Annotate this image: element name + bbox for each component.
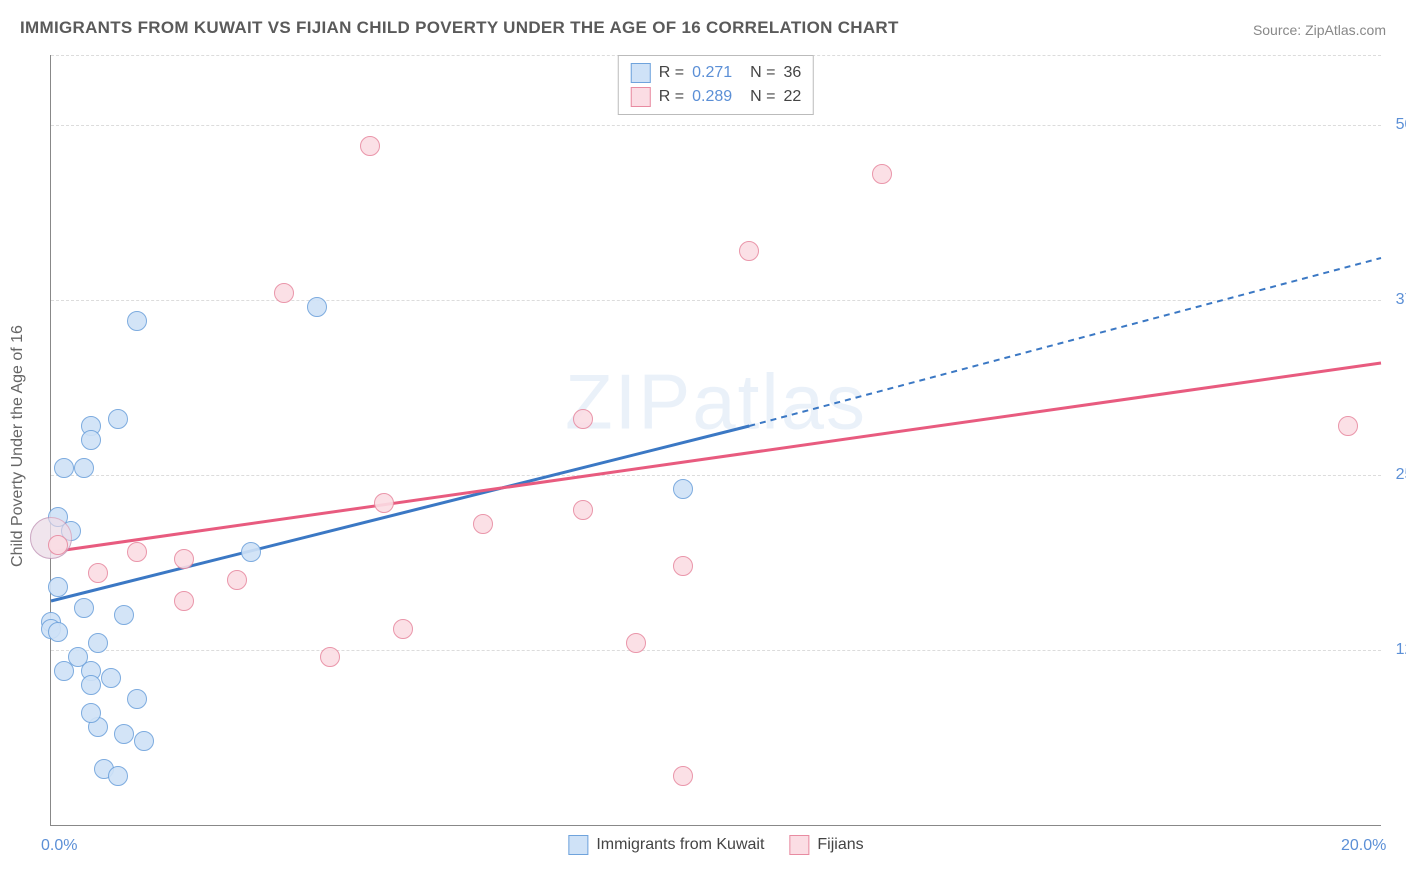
r-label: R = xyxy=(659,64,684,82)
y-tick-label: 25.0% xyxy=(1386,466,1406,484)
data-point-kuwait xyxy=(108,766,128,786)
data-point-fijians xyxy=(673,766,693,786)
data-point-kuwait xyxy=(68,647,88,667)
y-tick-label: 37.5% xyxy=(1386,291,1406,309)
swatch-fijians xyxy=(789,835,809,855)
legend-label-fijians: Fijians xyxy=(817,836,863,854)
n-value-fijians: 22 xyxy=(783,88,801,106)
n-value-kuwait: 36 xyxy=(783,64,801,82)
data-point-kuwait xyxy=(74,598,94,618)
data-point-kuwait xyxy=(114,605,134,625)
data-point-kuwait xyxy=(74,458,94,478)
gridline xyxy=(51,650,1381,651)
x-tick-label: 0.0% xyxy=(41,837,77,855)
trendline-fijians xyxy=(51,363,1381,552)
data-point-kuwait xyxy=(101,668,121,688)
data-point-kuwait xyxy=(241,542,261,562)
series-legend: Immigrants from Kuwait Fijians xyxy=(568,835,863,855)
data-point-kuwait xyxy=(114,724,134,744)
stats-row-kuwait: R = 0.271 N = 36 xyxy=(631,61,801,85)
r-value-kuwait: 0.271 xyxy=(692,64,742,82)
data-point-fijians xyxy=(374,493,394,513)
data-point-kuwait xyxy=(127,689,147,709)
data-point-fijians xyxy=(320,647,340,667)
data-point-fijians xyxy=(739,241,759,261)
swatch-kuwait xyxy=(568,835,588,855)
y-tick-label: 50.0% xyxy=(1386,116,1406,134)
data-point-kuwait xyxy=(54,458,74,478)
data-point-fijians xyxy=(227,570,247,590)
data-point-kuwait xyxy=(81,430,101,450)
data-point-kuwait xyxy=(127,311,147,331)
data-point-fijians xyxy=(48,535,68,555)
legend-label-kuwait: Immigrants from Kuwait xyxy=(596,836,764,854)
data-point-fijians xyxy=(573,500,593,520)
plot-area: ZIPatlas 12.5%25.0%37.5%50.0% R = 0.271 … xyxy=(50,55,1381,826)
swatch-fijians xyxy=(631,87,651,107)
n-label: N = xyxy=(750,64,775,82)
legend-item-fijians: Fijians xyxy=(789,835,863,855)
data-point-kuwait xyxy=(108,409,128,429)
data-point-kuwait xyxy=(81,703,101,723)
y-tick-label: 12.5% xyxy=(1386,641,1406,659)
n-label: N = xyxy=(750,88,775,106)
swatch-kuwait xyxy=(631,63,651,83)
data-point-kuwait xyxy=(673,479,693,499)
data-point-fijians xyxy=(573,409,593,429)
gridline xyxy=(51,475,1381,476)
gridline xyxy=(51,300,1381,301)
trendline-dash-kuwait xyxy=(749,258,1381,426)
data-point-fijians xyxy=(360,136,380,156)
data-point-kuwait xyxy=(88,633,108,653)
data-point-fijians xyxy=(393,619,413,639)
data-point-fijians xyxy=(1338,416,1358,436)
r-label: R = xyxy=(659,88,684,106)
y-axis-label: Child Poverty Under the Age of 16 xyxy=(9,325,27,567)
data-point-fijians xyxy=(274,283,294,303)
source-attribution: Source: ZipAtlas.com xyxy=(1253,22,1386,38)
data-point-kuwait xyxy=(48,622,68,642)
data-point-fijians xyxy=(673,556,693,576)
stats-legend: R = 0.271 N = 36 R = 0.289 N = 22 xyxy=(618,55,814,115)
data-point-fijians xyxy=(88,563,108,583)
data-point-kuwait xyxy=(134,731,154,751)
stats-row-fijians: R = 0.289 N = 22 xyxy=(631,85,801,109)
x-tick-label: 20.0% xyxy=(1341,837,1386,855)
chart-container: IMMIGRANTS FROM KUWAIT VS FIJIAN CHILD P… xyxy=(0,0,1406,892)
data-point-fijians xyxy=(473,514,493,534)
data-point-kuwait xyxy=(81,675,101,695)
data-point-fijians xyxy=(872,164,892,184)
data-point-fijians xyxy=(127,542,147,562)
data-point-fijians xyxy=(174,549,194,569)
data-point-fijians xyxy=(174,591,194,611)
gridline xyxy=(51,125,1381,126)
legend-item-kuwait: Immigrants from Kuwait xyxy=(568,835,764,855)
data-point-fijians xyxy=(626,633,646,653)
data-point-kuwait xyxy=(307,297,327,317)
chart-title: IMMIGRANTS FROM KUWAIT VS FIJIAN CHILD P… xyxy=(20,18,899,38)
watermark: ZIPatlas xyxy=(565,356,867,447)
trendline-kuwait xyxy=(51,426,749,601)
r-value-fijians: 0.289 xyxy=(692,88,742,106)
data-point-kuwait xyxy=(48,577,68,597)
